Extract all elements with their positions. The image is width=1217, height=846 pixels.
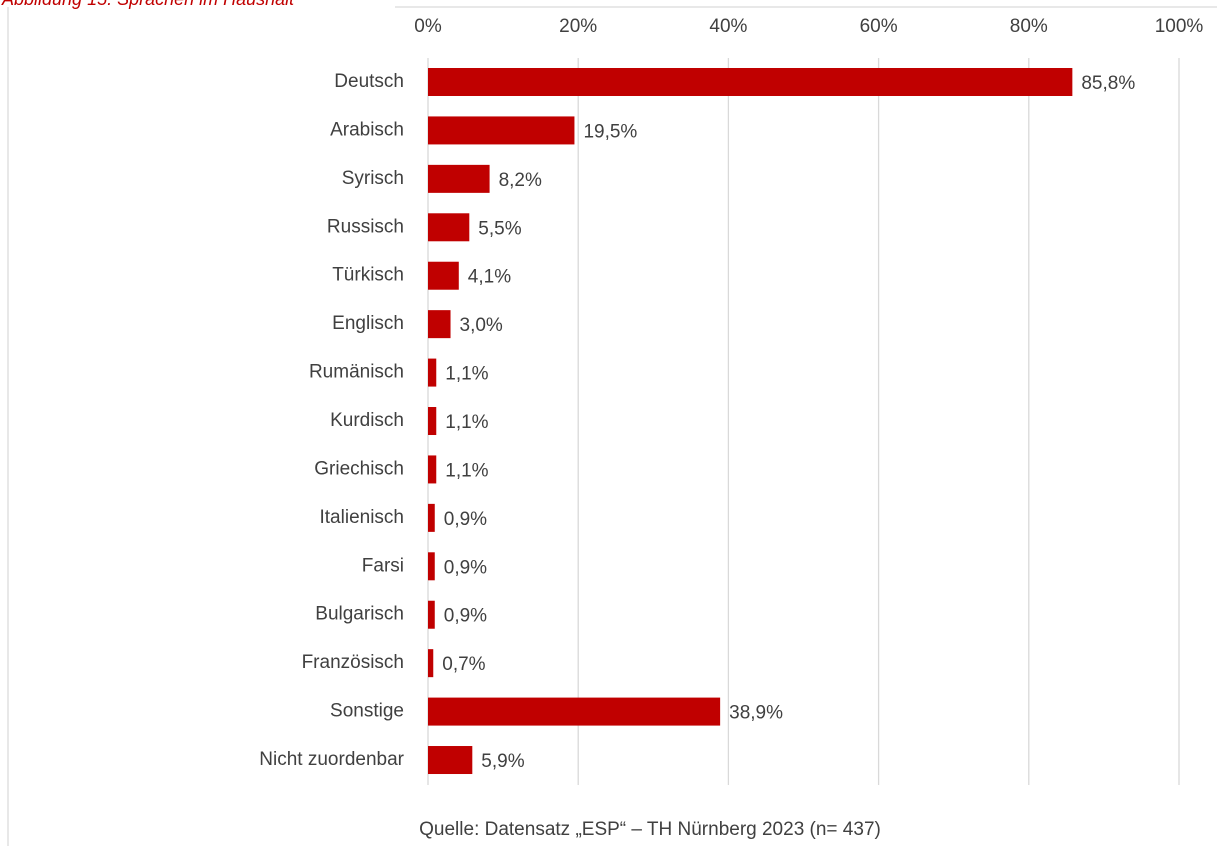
x-tick-label: 80% — [1010, 16, 1048, 37]
chart-title: Abbildung 15: Sprachen im Haushalt — [1, 0, 295, 9]
x-tick-label: 100% — [1155, 16, 1204, 37]
y-tick-label: Sonstige — [330, 701, 404, 722]
y-tick-label: Englisch — [332, 313, 404, 334]
x-tick-label: 40% — [709, 16, 747, 37]
data-label: 4,1% — [468, 267, 511, 288]
data-label: 3,0% — [460, 315, 503, 336]
x-tick-label: 0% — [414, 16, 442, 37]
x-tick-label: 60% — [860, 16, 898, 37]
data-label: 1,1% — [445, 460, 488, 481]
bar — [428, 68, 1073, 96]
data-label: 5,5% — [478, 218, 521, 239]
bar — [428, 455, 437, 484]
bar — [428, 213, 470, 242]
y-tick-label: Griechisch — [314, 458, 404, 479]
bar — [428, 164, 490, 193]
data-label: 0,9% — [444, 557, 487, 578]
bar — [428, 116, 575, 145]
bar — [428, 503, 435, 532]
bar — [428, 649, 434, 678]
y-tick-label: Französisch — [302, 652, 404, 673]
bar — [428, 552, 435, 581]
data-label: 8,2% — [499, 170, 542, 191]
data-label: 38,9% — [729, 703, 783, 724]
data-label: 0,7% — [442, 654, 485, 675]
data-label: 1,1% — [445, 412, 488, 433]
y-tick-label: Arabisch — [330, 119, 404, 140]
y-tick-label: Kurdisch — [330, 410, 404, 431]
bar — [428, 261, 459, 290]
y-tick-label: Italienisch — [320, 507, 405, 528]
y-tick-label: Russisch — [327, 216, 404, 237]
data-label: 0,9% — [444, 509, 487, 530]
bar — [428, 746, 473, 775]
y-tick-label: Deutsch — [334, 71, 404, 92]
bar — [428, 697, 721, 726]
data-label: 1,1% — [445, 364, 488, 385]
bar — [428, 310, 451, 339]
data-label: 19,5% — [583, 121, 637, 142]
y-tick-label: Syrisch — [342, 168, 404, 189]
y-tick-label: Nicht zuordenbar — [259, 749, 404, 770]
data-label: 5,9% — [481, 751, 524, 772]
y-tick-label: Türkisch — [332, 265, 404, 286]
x-tick-label: 20% — [559, 16, 597, 37]
bar — [428, 407, 437, 436]
source-note: Quelle: Datensatz „ESP“ – TH Nürnberg 20… — [419, 819, 881, 840]
data-label: 85,8% — [1081, 73, 1135, 94]
y-tick-label: Rumänisch — [309, 362, 404, 383]
data-label: 0,9% — [444, 606, 487, 627]
bar — [428, 358, 437, 387]
y-tick-label: Farsi — [362, 555, 404, 576]
bar — [428, 600, 435, 629]
y-tick-label: Bulgarisch — [315, 604, 404, 625]
